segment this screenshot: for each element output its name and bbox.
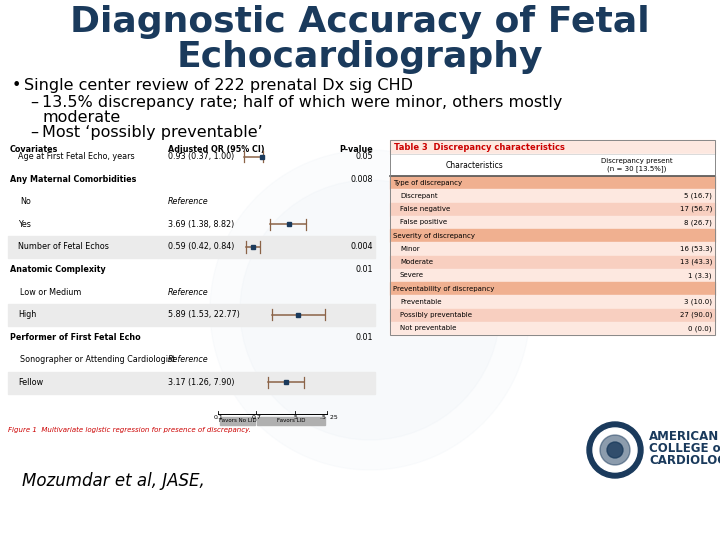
Bar bbox=[390, 154, 715, 176]
Text: 0.004: 0.004 bbox=[351, 242, 373, 252]
Bar bbox=[390, 308, 715, 322]
Text: No: No bbox=[20, 197, 31, 206]
Text: 0.7: 0.7 bbox=[251, 415, 261, 420]
Text: 5.89 (1.53, 22.77): 5.89 (1.53, 22.77) bbox=[168, 310, 240, 319]
Text: Reference: Reference bbox=[168, 288, 209, 296]
Text: 0.008: 0.008 bbox=[351, 175, 373, 184]
Bar bbox=[390, 229, 715, 242]
Text: 5: 5 bbox=[293, 415, 297, 420]
Text: 3 (10.0): 3 (10.0) bbox=[684, 299, 712, 305]
Text: Severity of discrepancy: Severity of discrepancy bbox=[393, 233, 475, 239]
Text: Type of discrepancy: Type of discrepancy bbox=[393, 180, 462, 186]
Circle shape bbox=[600, 435, 630, 465]
Bar bbox=[390, 242, 715, 255]
Text: –: – bbox=[30, 125, 38, 140]
Bar bbox=[220, 417, 256, 425]
Text: Fellow: Fellow bbox=[18, 378, 43, 387]
Text: Age at First Fetal Echo, years: Age at First Fetal Echo, years bbox=[18, 152, 135, 161]
Text: Echocardiography: Echocardiography bbox=[176, 40, 544, 74]
Bar bbox=[390, 255, 715, 269]
Text: Sonographer or Attending Cardiologist: Sonographer or Attending Cardiologist bbox=[20, 355, 175, 364]
Bar bbox=[8, 372, 375, 394]
Text: Most ‘possibly preventable’: Most ‘possibly preventable’ bbox=[42, 125, 263, 140]
Text: Preventable: Preventable bbox=[400, 299, 441, 305]
Bar bbox=[390, 202, 715, 216]
Text: 0 (0.0): 0 (0.0) bbox=[688, 325, 712, 332]
Text: 3.69 (1.38, 8.82): 3.69 (1.38, 8.82) bbox=[168, 220, 234, 229]
Bar bbox=[8, 236, 375, 258]
Text: Favors LID: Favors LID bbox=[277, 418, 305, 423]
Text: False positive: False positive bbox=[400, 219, 447, 225]
Text: 16 (53.3): 16 (53.3) bbox=[680, 246, 712, 252]
Text: •: • bbox=[12, 78, 22, 93]
Text: Low or Medium: Low or Medium bbox=[20, 288, 81, 296]
Text: Possibly preventable: Possibly preventable bbox=[400, 312, 472, 318]
Text: False negative: False negative bbox=[400, 206, 450, 212]
Text: 3.17 (1.26, 7.90): 3.17 (1.26, 7.90) bbox=[168, 378, 235, 387]
Text: 27 (90.0): 27 (90.0) bbox=[680, 312, 712, 319]
Text: COLLEGE of: COLLEGE of bbox=[649, 442, 720, 455]
Bar bbox=[390, 176, 715, 189]
Text: 17 (56.7): 17 (56.7) bbox=[680, 206, 712, 212]
Text: 5 (16.7): 5 (16.7) bbox=[684, 193, 712, 199]
Bar bbox=[390, 282, 715, 295]
Text: Performer of First Fetal Echo: Performer of First Fetal Echo bbox=[10, 333, 140, 342]
Text: 0.1: 0.1 bbox=[213, 415, 223, 420]
Text: Covariates: Covariates bbox=[10, 145, 58, 154]
Text: 0.05: 0.05 bbox=[356, 152, 373, 161]
Text: Table 3  Discrepancy characteristics: Table 3 Discrepancy characteristics bbox=[394, 143, 565, 152]
Text: AMERICAN: AMERICAN bbox=[649, 429, 719, 442]
Text: Discrepant: Discrepant bbox=[400, 193, 438, 199]
Text: Anatomic Complexity: Anatomic Complexity bbox=[10, 265, 106, 274]
Text: –: – bbox=[30, 95, 38, 110]
Bar bbox=[390, 189, 715, 202]
Text: Single center review of 222 prenatal Dx sig CHD: Single center review of 222 prenatal Dx … bbox=[24, 78, 413, 93]
Text: Any Maternal Comorbidities: Any Maternal Comorbidities bbox=[10, 175, 136, 184]
Text: Reference: Reference bbox=[168, 197, 209, 206]
Text: P-value: P-value bbox=[339, 145, 373, 154]
Text: 0.59 (0.42, 0.84): 0.59 (0.42, 0.84) bbox=[168, 242, 235, 252]
Text: Moderate: Moderate bbox=[400, 259, 433, 265]
Text: 0.01: 0.01 bbox=[356, 265, 373, 274]
Text: Favors No LID: Favors No LID bbox=[219, 418, 256, 423]
Text: Diagnostic Accuracy of Fetal: Diagnostic Accuracy of Fetal bbox=[70, 5, 650, 39]
Circle shape bbox=[210, 150, 530, 470]
Circle shape bbox=[587, 422, 643, 478]
Text: Figure 1  Multivariate logistic regression for presence of discrepancy.: Figure 1 Multivariate logistic regressio… bbox=[8, 427, 251, 433]
Text: 0.01: 0.01 bbox=[356, 333, 373, 342]
Text: Severe: Severe bbox=[400, 272, 424, 279]
Text: Preventability of discrepancy: Preventability of discrepancy bbox=[393, 286, 495, 292]
Text: Reference: Reference bbox=[168, 355, 209, 364]
Text: Mozumdar et al, JASE,: Mozumdar et al, JASE, bbox=[22, 472, 204, 490]
Bar bbox=[390, 322, 715, 335]
Circle shape bbox=[593, 428, 637, 472]
Text: .5  25: .5 25 bbox=[316, 415, 338, 420]
Text: 0.93 (0.37, 1.00): 0.93 (0.37, 1.00) bbox=[168, 152, 234, 161]
Text: Discrepancy present
(n = 30 [13.5%]): Discrepancy present (n = 30 [13.5%]) bbox=[601, 158, 672, 172]
Bar bbox=[390, 269, 715, 282]
Bar bbox=[390, 295, 715, 308]
Text: moderate: moderate bbox=[42, 110, 120, 125]
Text: Not preventable: Not preventable bbox=[400, 326, 456, 332]
Bar bbox=[8, 304, 375, 326]
Text: Yes: Yes bbox=[18, 220, 31, 229]
Text: 1 (3.3): 1 (3.3) bbox=[688, 272, 712, 279]
Bar bbox=[390, 140, 715, 335]
Text: Adjusted OR (95% CI): Adjusted OR (95% CI) bbox=[168, 145, 265, 154]
Bar bbox=[390, 216, 715, 229]
Text: Number of Fetal Echos: Number of Fetal Echos bbox=[18, 242, 109, 252]
Text: Characteristics: Characteristics bbox=[446, 160, 503, 170]
Circle shape bbox=[607, 442, 623, 458]
Text: 13 (43.3): 13 (43.3) bbox=[680, 259, 712, 265]
Text: CARDIOLOGY: CARDIOLOGY bbox=[649, 454, 720, 467]
Text: 8 (26.7): 8 (26.7) bbox=[684, 219, 712, 226]
Bar bbox=[258, 417, 325, 425]
Bar bbox=[390, 140, 715, 154]
Text: Minor: Minor bbox=[400, 246, 420, 252]
Text: 13.5% discrepancy rate; half of which were minor, others mostly: 13.5% discrepancy rate; half of which we… bbox=[42, 95, 562, 110]
Circle shape bbox=[240, 180, 500, 440]
Text: High: High bbox=[18, 310, 36, 319]
